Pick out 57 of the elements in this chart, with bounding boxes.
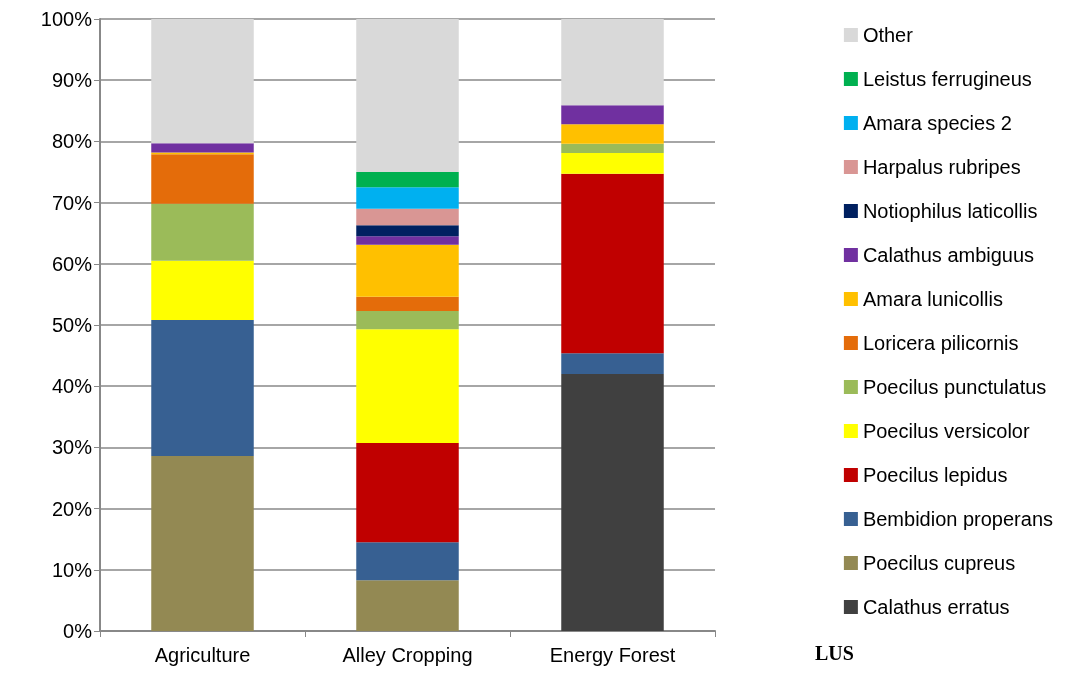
bar [561, 124, 664, 144]
bar [561, 19, 664, 106]
y-tick-label: 60% [51, 252, 93, 275]
bar [356, 236, 459, 245]
bar [151, 154, 254, 204]
bar [151, 455, 254, 631]
y-tick-label: 20% [51, 497, 93, 520]
bar [356, 296, 459, 311]
bar [356, 19, 459, 172]
bar [356, 225, 459, 237]
y-tick-label: 90% [51, 69, 93, 92]
bar [151, 260, 254, 321]
x-tick-label: Alley Cropping [342, 644, 473, 666]
bar [561, 373, 664, 631]
bar [151, 203, 254, 261]
bar [356, 580, 459, 631]
legend-label: Poecilus lepidus [862, 464, 1008, 486]
bar [356, 310, 459, 330]
bar [356, 244, 459, 297]
bar [151, 19, 254, 144]
y-tick-label: 10% [51, 558, 93, 581]
bar [356, 443, 459, 543]
bar [356, 329, 459, 444]
bar [561, 153, 664, 174]
bar [356, 172, 459, 188]
y-tick-label: 40% [51, 375, 93, 398]
legend-label: Leistus ferrugineus [862, 68, 1032, 90]
bar [151, 143, 254, 153]
y-tick-label: 50% [51, 314, 93, 336]
bar [356, 187, 459, 209]
x-tick-label: Agriculture [154, 644, 251, 666]
x-tick-label: Energy Forest [549, 644, 676, 666]
legend-label: Calathus erratus [862, 596, 1010, 618]
legend-label: Notiophilus laticollis [862, 200, 1038, 222]
bar [561, 105, 664, 125]
y-tick-label: 0% [63, 620, 93, 642]
y-tick-label: 70% [51, 191, 93, 214]
bar [356, 542, 459, 581]
legend-label: Harpalus rubripes [862, 156, 1021, 178]
legend-label: Other [862, 24, 914, 46]
legend-label: Poecilus punctulatus [862, 376, 1047, 398]
legend-label: Loricera pilicornis [862, 332, 1019, 354]
bar [356, 208, 459, 226]
bar [561, 353, 664, 374]
y-tick-label: 80% [51, 130, 93, 153]
legend-label: Poecilus cupreus [862, 552, 1016, 574]
legend-label: Bembidion properans [862, 508, 1054, 530]
x-axis-title: LUS [815, 642, 854, 664]
legend-label: Amara species 2 [862, 112, 1012, 134]
bar [561, 143, 664, 154]
bar [151, 320, 254, 456]
y-tick-label: 100% [40, 8, 93, 30]
legend-label: Calathus ambiguus [862, 244, 1035, 266]
legend-label: Amara lunicollis [862, 288, 1003, 310]
y-tick-label: 30% [51, 436, 93, 459]
bar [561, 173, 664, 354]
legend-label: Poecilus versicolor [862, 420, 1030, 442]
